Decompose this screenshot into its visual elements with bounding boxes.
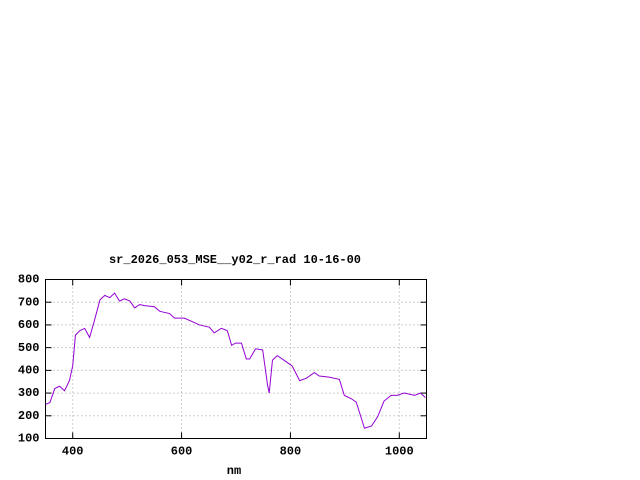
- x-tick-label: 600: [171, 445, 193, 459]
- y-tick-label: 400: [18, 364, 40, 378]
- y-tick-label: 100: [18, 432, 40, 446]
- y-tick-label: 800: [18, 273, 40, 287]
- y-tick-label: 700: [18, 295, 40, 309]
- x-tick-label: 1000: [385, 445, 414, 459]
- x-axis-label: nm: [227, 464, 241, 478]
- chart-title: sr_2026_053_MSE__y02_r_rad 10-16-00: [109, 253, 361, 267]
- plot-border: [45, 279, 427, 439]
- y-tick-label: 300: [18, 386, 40, 400]
- x-tick-label: 400: [62, 445, 84, 459]
- data-line: [45, 292, 426, 429]
- y-tick-label: 600: [18, 318, 40, 332]
- y-tick-label: 200: [18, 409, 40, 423]
- x-tick-label: 800: [280, 445, 302, 459]
- y-tick-label: 500: [18, 341, 40, 355]
